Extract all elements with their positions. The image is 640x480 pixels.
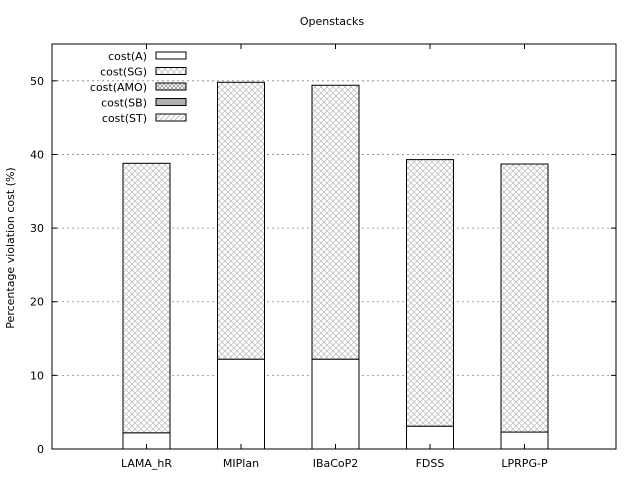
y-tick-label-5: 50 [30,75,44,88]
legend-swatch-0 [155,51,187,60]
x-tick-label-1: MIPlan [223,457,259,470]
bar-ibacop2-costsg [311,84,360,360]
legend: cost(A) cost(SG) cost(AMO) cost(SB) cost(ST) [90,50,187,125]
legend-swatch-4 [155,113,187,122]
bar-lprpg-p-costsg [500,163,549,433]
y-tick-label-0: 0 [37,443,44,456]
legend-label-4: cost(ST) [102,112,147,125]
plot-frame [51,43,617,450]
bar-fdss-costsg [406,159,454,427]
y-axis-label: Percentage violation cost (%) [4,167,17,328]
bar-miplan-costsg [217,81,265,360]
legend-label-0: cost(A) [108,50,147,63]
x-axis-ticks: LAMA_hR MIPlan IBaCoP2 FDSS LPRPG-P [121,44,548,470]
y-tick-label-1: 10 [30,369,44,382]
x-tick-label-4: LPRPG-P [501,457,548,470]
x-tick-label-3: FDSS [416,457,445,470]
legend-swatch-3 [155,98,187,106]
x-tick-label-2: IBaCoP2 [313,457,359,470]
y-tick-label-4: 40 [30,148,44,161]
x-tick-label-0: LAMA_hR [121,457,172,470]
bar-lama-hr-costsg [122,162,171,434]
y-tick-label-2: 20 [30,296,44,309]
bar-miplan-costa [217,358,265,450]
legend-label-1: cost(SG) [100,66,147,79]
legend-label-3: cost(SB) [101,97,147,110]
y-axis-ticks: 0 10 20 30 40 50 [30,75,616,456]
y-tick-label-3: 30 [30,222,44,235]
bars [122,81,549,450]
legend-swatch-1 [155,67,187,75]
chart-title: Openstacks [300,15,365,28]
legend-swatch-2 [155,82,187,91]
legend-label-2: cost(AMO) [90,81,147,94]
bar-ibacop2-costa [311,358,360,450]
